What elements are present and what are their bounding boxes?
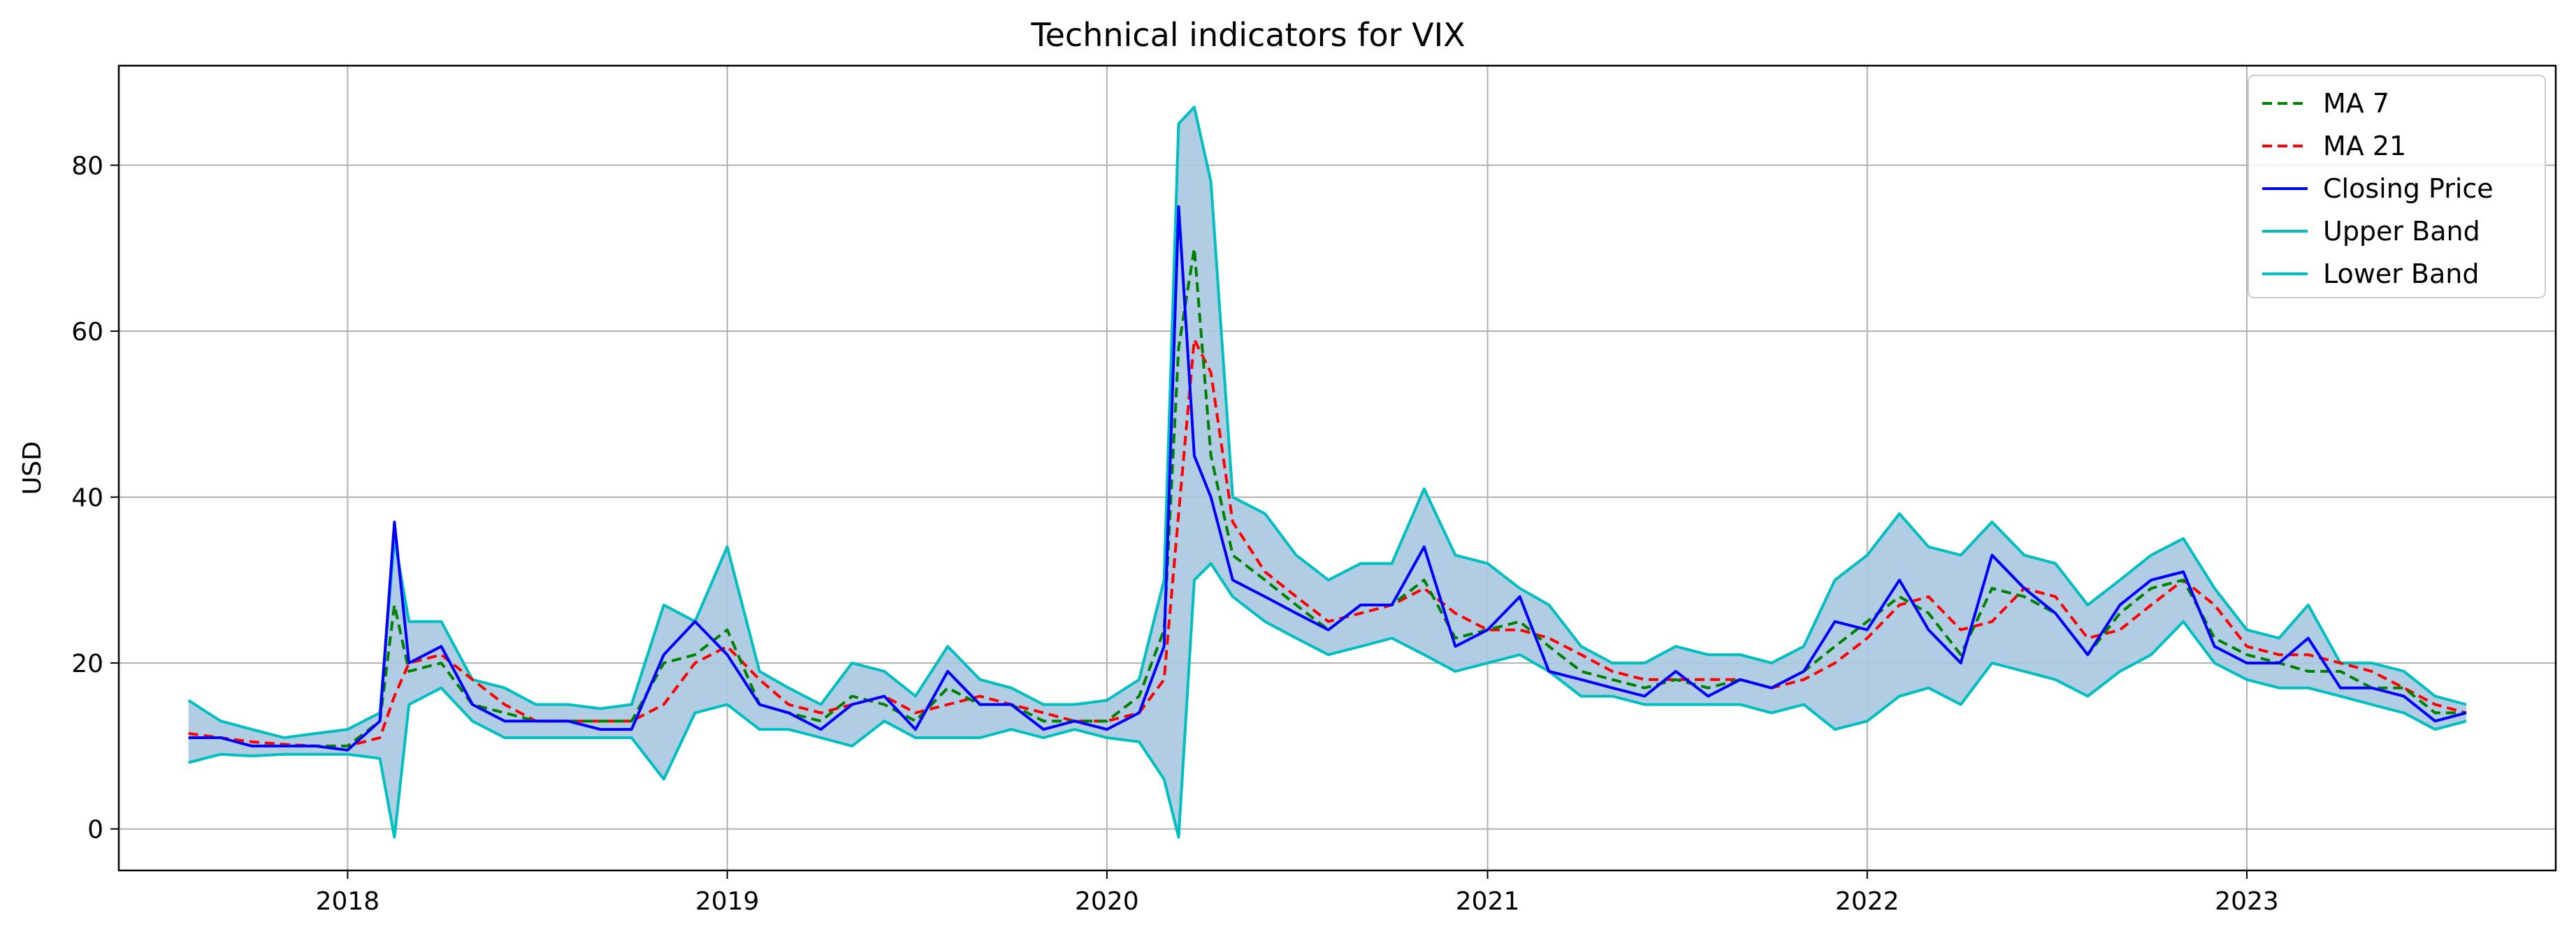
legend-box (2248, 75, 2546, 298)
x-tick-label: 2023 (2215, 887, 2279, 916)
legend: MA 7 MA 21 Closing Price Upper Band Lower Ba… (2248, 75, 2546, 298)
x-tick-label: 2020 (1075, 887, 1139, 916)
series-line-close (188, 205, 2467, 752)
plot-area-frame (117, 64, 2557, 872)
grid-lines (119, 66, 2556, 870)
y-tick-label: 40 (71, 484, 103, 513)
legend-label-ma21: MA 21 (2323, 131, 2406, 161)
legend-label-upper: Upper Band (2323, 216, 2480, 247)
legend-label-lower: Lower Band (2323, 258, 2479, 289)
y-axis-label: USD (18, 442, 47, 495)
x-tick-label: 2018 (316, 887, 380, 916)
bollinger-band-fill (188, 107, 2467, 838)
y-tick-label: 80 (71, 152, 103, 181)
y-tick-label: 0 (87, 816, 103, 845)
y-tick-label: 60 (71, 318, 103, 347)
legend-label-ma7: MA 7 (2323, 88, 2389, 119)
x-tick-label: 2022 (1835, 887, 1900, 916)
axis-ticks: 2018 2019 2020 2021 2022 2023 0 20 40 60 80 (71, 152, 2279, 916)
series-lines (187, 105, 2467, 839)
series-line-upper (187, 105, 2467, 739)
legend-label-close: Closing Price (2323, 173, 2494, 204)
series-line-lower (188, 562, 2467, 839)
x-tick-label: 2021 (1456, 887, 1520, 916)
x-tick-label: 2019 (695, 887, 760, 916)
band-fill-area (188, 107, 2467, 838)
y-tick-label: 20 (71, 650, 103, 678)
chart-title: Technical indicators for VIX (1030, 16, 1465, 54)
